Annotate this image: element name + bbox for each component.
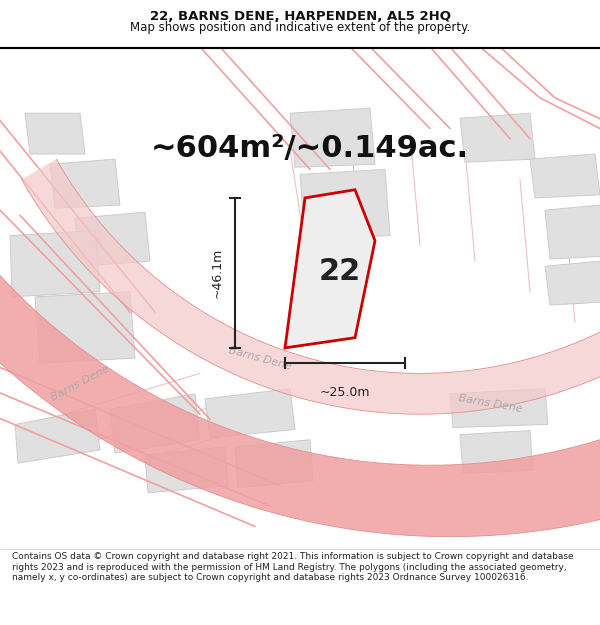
Polygon shape xyxy=(205,389,295,438)
Polygon shape xyxy=(545,205,600,259)
Text: 22: 22 xyxy=(319,257,361,286)
Polygon shape xyxy=(22,56,600,414)
Polygon shape xyxy=(0,0,600,537)
Text: Barns Dene: Barns Dene xyxy=(49,364,111,403)
Polygon shape xyxy=(50,159,120,208)
Polygon shape xyxy=(35,292,135,363)
Polygon shape xyxy=(25,113,85,154)
Polygon shape xyxy=(10,231,100,297)
Polygon shape xyxy=(545,261,600,305)
Polygon shape xyxy=(285,190,375,348)
Polygon shape xyxy=(460,431,533,473)
Text: Contains OS data © Crown copyright and database right 2021. This information is : Contains OS data © Crown copyright and d… xyxy=(12,552,574,582)
Polygon shape xyxy=(290,108,375,168)
Polygon shape xyxy=(15,409,100,463)
Text: ~604m²/~0.149ac.: ~604m²/~0.149ac. xyxy=(151,134,469,163)
Text: Barns Dene: Barns Dene xyxy=(227,345,293,371)
Polygon shape xyxy=(75,212,150,266)
Text: 22, BARNS DENE, HARPENDEN, AL5 2HQ: 22, BARNS DENE, HARPENDEN, AL5 2HQ xyxy=(149,10,451,23)
Polygon shape xyxy=(235,440,313,488)
Polygon shape xyxy=(145,447,228,493)
Polygon shape xyxy=(460,113,535,162)
Text: ~25.0m: ~25.0m xyxy=(320,386,370,399)
Text: Map shows position and indicative extent of the property.: Map shows position and indicative extent… xyxy=(130,21,470,34)
Text: Barns Dene: Barns Dene xyxy=(457,394,523,414)
Polygon shape xyxy=(110,394,200,453)
Polygon shape xyxy=(300,169,390,239)
Polygon shape xyxy=(530,154,600,198)
Polygon shape xyxy=(450,389,548,428)
Text: ~46.1m: ~46.1m xyxy=(211,248,223,298)
